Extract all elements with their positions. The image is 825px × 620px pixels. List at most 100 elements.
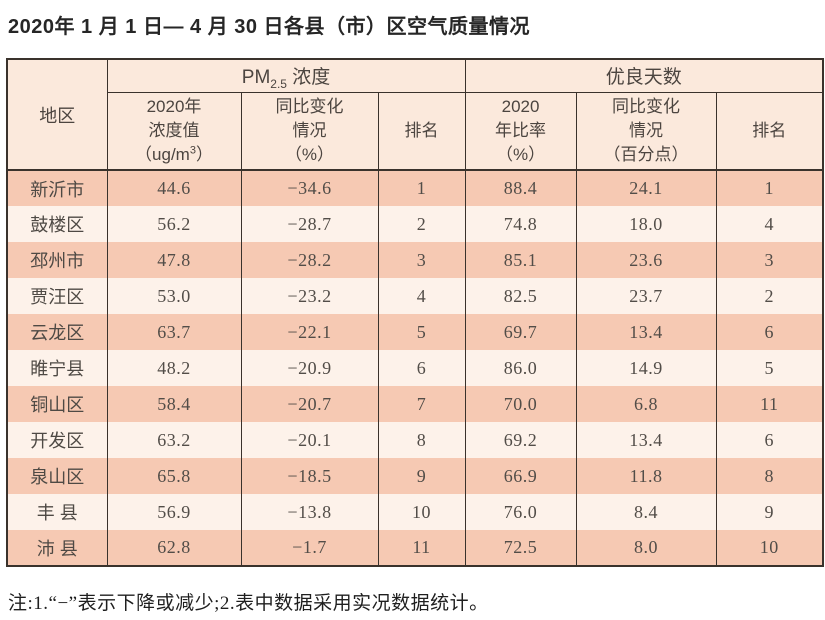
pm25-label-subscript: 2.5	[270, 77, 287, 92]
cell-good-change: 24.1	[575, 170, 717, 206]
col-header-good-ratio: 2020 年比率 （%）	[464, 92, 577, 171]
cell-pm-change: −28.2	[240, 242, 378, 278]
table-row: 铜山区 58.4 −20.7 7 70.0 6.8 11	[6, 386, 824, 422]
col-header-pm-change: 同比变化 情况 （%）	[240, 92, 378, 171]
cell-good-rank: 11	[715, 386, 824, 422]
cell-pm-value: 53.0	[106, 278, 241, 314]
table-row: 沛 县 62.8 −1.7 11 72.5 8.0 10	[6, 530, 824, 566]
cell-good-ratio: 69.7	[464, 314, 577, 350]
table-row: 开发区 63.2 −20.1 8 69.2 13.4 6	[6, 422, 824, 458]
good-ratio-line3: （%）	[495, 144, 546, 164]
cell-pm-change: −28.7	[240, 206, 378, 242]
cell-pm-rank: 2	[377, 206, 466, 242]
cell-pm-value: 44.6	[106, 170, 241, 206]
cell-pm-change: −13.8	[240, 494, 378, 530]
page-title: 2020年 1 月 1 日— 4 月 30 日各县（市）区空气质量情况	[8, 16, 531, 38]
table-row: 泉山区 65.8 −18.5 9 66.9 11.8 8	[6, 458, 824, 494]
cell-good-rank: 10	[715, 530, 824, 566]
pm-value-unit-suffix: ）	[195, 144, 213, 164]
cell-good-rank: 1	[715, 170, 824, 206]
cell-pm-value: 63.7	[106, 314, 241, 350]
cell-good-ratio: 70.0	[464, 386, 577, 422]
cell-good-rank: 4	[715, 206, 824, 242]
cell-pm-rank: 9	[377, 458, 466, 494]
cell-good-rank: 5	[715, 350, 824, 386]
cell-pm-rank: 6	[377, 350, 466, 386]
cell-good-ratio: 74.8	[464, 206, 577, 242]
cell-pm-value: 48.2	[106, 350, 241, 386]
cell-good-change: 23.7	[575, 278, 717, 314]
table-header: 地区 PM2.5 浓度 优良天数 2020年 浓度值 （ug/m3） 同比变化 …	[6, 59, 824, 171]
table-row: 鼓楼区 56.2 −28.7 2 74.8 18.0 4	[6, 206, 824, 242]
cell-region: 新沂市	[6, 170, 107, 206]
good-ratio-line1: 2020	[501, 96, 540, 116]
col-header-good-rank: 排名	[715, 92, 824, 171]
cell-pm-rank: 7	[377, 386, 466, 422]
cell-good-change: 8.0	[575, 530, 717, 566]
cell-good-ratio: 82.5	[464, 278, 577, 314]
pm-value-unit: （ug/m3）	[108, 143, 241, 167]
cell-pm-change: −23.2	[240, 278, 378, 314]
table-row: 邳州市 47.8 −28.2 3 85.1 23.6 3	[6, 242, 824, 278]
cell-good-change: 13.4	[575, 422, 717, 458]
table-row: 丰 县 56.9 −13.8 10 76.0 8.4 9	[6, 494, 824, 530]
cell-region: 云龙区	[6, 314, 107, 350]
cell-good-rank: 8	[715, 458, 824, 494]
cell-region: 贾汪区	[6, 278, 107, 314]
cell-good-ratio: 72.5	[464, 530, 577, 566]
cell-pm-change: −22.1	[240, 314, 378, 350]
cell-good-ratio: 85.1	[464, 242, 577, 278]
table-row: 新沂市 44.6 −34.6 1 88.4 24.1 1	[6, 170, 824, 206]
pm-change-line2: 情况	[292, 120, 327, 140]
cell-good-rank: 6	[715, 314, 824, 350]
cell-region: 铜山区	[6, 386, 107, 422]
cell-pm-rank: 4	[377, 278, 466, 314]
cell-good-change: 6.8	[575, 386, 717, 422]
cell-good-rank: 3	[715, 242, 824, 278]
col-group-good-days: 优良天数	[464, 59, 824, 93]
cell-good-change: 13.4	[575, 314, 717, 350]
cell-good-change: 11.8	[575, 458, 717, 494]
cell-pm-value: 65.8	[106, 458, 241, 494]
cell-pm-value: 58.4	[106, 386, 241, 422]
cell-pm-change: −1.7	[240, 530, 378, 566]
cell-pm-change: −20.9	[240, 350, 378, 386]
pm-value-unit-prefix: （ug/m	[135, 144, 190, 164]
cell-pm-change: −18.5	[240, 458, 378, 494]
cell-region: 开发区	[6, 422, 107, 458]
cell-region: 丰 县	[6, 494, 107, 530]
col-header-region: 地区	[6, 59, 107, 171]
col-header-good-change: 同比变化 情况 （百分点）	[575, 92, 717, 171]
cell-pm-value: 62.8	[106, 530, 241, 566]
table-row: 贾汪区 53.0 −23.2 4 82.5 23.7 2	[6, 278, 824, 314]
air-quality-table: 地区 PM2.5 浓度 优良天数 2020年 浓度值 （ug/m3） 同比变化 …	[6, 58, 825, 567]
cell-region: 沛 县	[6, 530, 107, 566]
cell-pm-value: 56.2	[106, 206, 241, 242]
pm-value-line1: 2020年	[146, 96, 202, 116]
cell-pm-value: 63.2	[106, 422, 241, 458]
cell-good-change: 23.6	[575, 242, 717, 278]
cell-good-ratio: 88.4	[464, 170, 577, 206]
cell-pm-rank: 1	[377, 170, 466, 206]
pm-change-line1: 同比变化	[275, 96, 344, 116]
footnote: 注:1.“−”表示下降或减少;2.表中数据采用实况数据统计。	[8, 593, 489, 614]
cell-good-rank: 2	[715, 278, 824, 314]
cell-pm-rank: 10	[377, 494, 466, 530]
table-row: 云龙区 63.7 −22.1 5 69.7 13.4 6	[6, 314, 824, 350]
pm-change-line3: （%）	[284, 144, 335, 164]
cell-good-ratio: 66.9	[464, 458, 577, 494]
header-group-row: 地区 PM2.5 浓度 优良天数	[6, 59, 824, 171]
cell-region: 邳州市	[6, 242, 107, 278]
cell-good-change: 8.4	[575, 494, 717, 530]
pm-value-unit-sup: 3	[189, 144, 196, 157]
cell-good-rank: 9	[715, 494, 824, 530]
good-change-line3: （百分点）	[603, 144, 689, 164]
cell-pm-rank: 11	[377, 530, 466, 566]
cell-pm-change: −34.6	[240, 170, 378, 206]
good-change-line1: 同比变化	[612, 96, 681, 116]
cell-pm-value: 47.8	[106, 242, 241, 278]
cell-pm-change: −20.1	[240, 422, 378, 458]
table-row: 睢宁县 48.2 −20.9 6 86.0 14.9 5	[6, 350, 824, 386]
cell-region: 泉山区	[6, 458, 107, 494]
